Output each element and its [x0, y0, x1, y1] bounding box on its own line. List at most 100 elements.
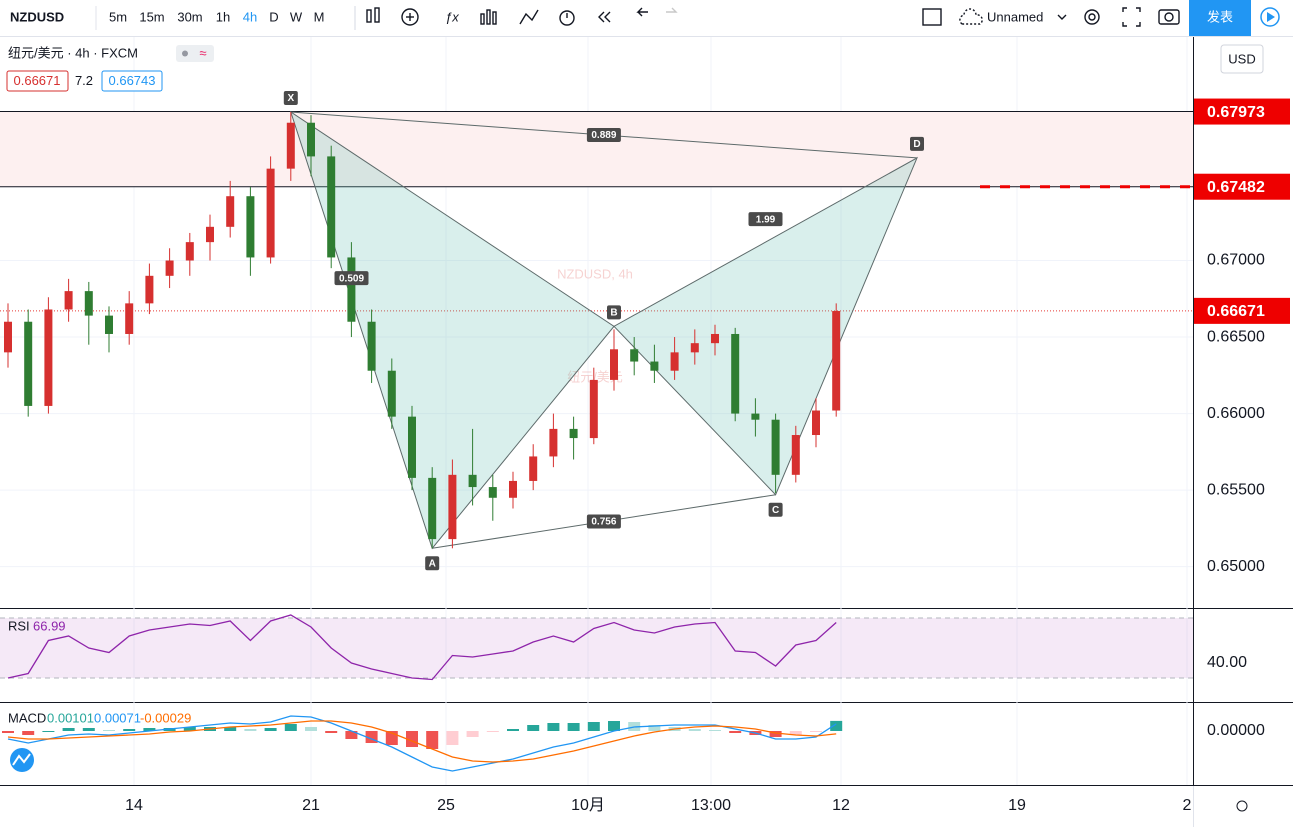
interval[interactable]: W: [290, 9, 303, 24]
price-label-box: [1194, 173, 1290, 200]
time-tick-label: 19: [1008, 797, 1026, 814]
pattern-tag: [586, 127, 621, 142]
fullscreen-icon[interactable]: [922, 8, 942, 26]
rsi-name: RSI: [8, 618, 30, 633]
candle-body: [428, 477, 437, 540]
pattern-tag: [607, 305, 621, 320]
snapshot-icon[interactable]: [1158, 9, 1180, 25]
currency[interactable]: USD: [1228, 51, 1255, 66]
candle-body: [812, 410, 820, 436]
price-label: 0.66671: [1207, 303, 1265, 320]
price-label-box: [1194, 297, 1290, 324]
candle-body: [246, 196, 255, 258]
price-tick-label: 0.66500: [1207, 328, 1265, 345]
layout-name[interactable]: Unnamed: [987, 9, 1043, 24]
fx-icon[interactable]: ƒx: [445, 9, 459, 24]
indicator-icon[interactable]: [401, 8, 419, 26]
legend-icon: ≈: [199, 45, 206, 60]
candle-body: [832, 311, 841, 411]
legend-dot: [182, 50, 188, 57]
pattern-tag: [910, 136, 924, 151]
candle-body: [24, 321, 33, 406]
pattern-tag: [586, 514, 621, 529]
macd-tick-label: 0.00000: [1207, 722, 1265, 739]
macd-hist: [42, 731, 55, 732]
axis-settings-icon[interactable]: [1236, 800, 1248, 812]
replay-icon[interactable]: [1260, 7, 1280, 27]
macd-hist: [507, 729, 519, 731]
candle-body: [488, 487, 497, 498]
macd-hist: [406, 731, 418, 747]
candle-body: [367, 321, 376, 371]
macd-hist: [183, 727, 196, 731]
interval[interactable]: D: [269, 9, 278, 24]
candle-body: [226, 196, 235, 227]
price-label: 0.67973: [1207, 104, 1265, 121]
candle-body: [771, 419, 780, 475]
candle-body: [670, 352, 679, 371]
interval[interactable]: 30m: [177, 9, 202, 24]
candle-body: [4, 321, 12, 353]
macd-hist: [608, 721, 620, 731]
macd-hist: [810, 731, 822, 732]
macd-hist: [709, 730, 721, 731]
toolbar-icons: ƒx: [354, 6, 1180, 30]
macd-hist: [224, 727, 237, 731]
time-tick-label: 21: [302, 797, 320, 814]
replay-icon-arrow: [1267, 12, 1275, 22]
interval-group: 5m 15m 30m 1h 4h D W M: [109, 9, 324, 24]
macd-hist: [486, 731, 499, 732]
candle-body: [165, 260, 174, 276]
candle-body: [569, 428, 578, 439]
pattern-tag: [748, 212, 783, 227]
macd-hist: [244, 729, 257, 731]
time-tick-label: 10月: [571, 797, 605, 814]
candle-body: [64, 291, 73, 310]
interval[interactable]: M: [314, 9, 325, 24]
settings-icon[interactable]: [1084, 9, 1100, 25]
candle-body: [347, 257, 356, 322]
pattern-xab: [289, 110, 615, 550]
interval[interactable]: 4h: [243, 9, 257, 24]
macd-hist: [769, 731, 782, 737]
candle-body: [791, 435, 800, 475]
logo-mark: [12, 753, 31, 766]
rsi-value: 66.99: [33, 618, 66, 633]
legend-toggle[interactable]: [176, 45, 214, 62]
macd-hist: [2, 731, 14, 733]
target-zone: [0, 111, 1193, 187]
pattern-tag-label: 0.889: [591, 130, 616, 141]
symbol[interactable]: NZDUSD: [10, 9, 64, 24]
publish-button[interactable]: [1189, 0, 1251, 36]
macd-hist: [305, 727, 317, 731]
macd-hist: [567, 723, 580, 731]
pattern-tag-label: B: [610, 307, 617, 318]
candle-body: [185, 242, 194, 261]
price-tick-label: 0.65500: [1207, 481, 1265, 498]
candle-body: [266, 168, 275, 258]
interval[interactable]: 1h: [216, 9, 230, 24]
interval[interactable]: 5m: [109, 9, 127, 24]
candle-body: [448, 474, 457, 540]
pattern-tag-label: C: [772, 505, 779, 516]
price-tick-label: 0.67000: [1207, 252, 1265, 269]
price-label: 0.67482: [1207, 179, 1265, 196]
pattern-tag: [283, 91, 298, 106]
candles-icon[interactable]: [366, 9, 372, 23]
spread: 7.2: [75, 73, 93, 88]
pattern-tag-label: 1.99: [756, 214, 776, 225]
macd-hist: [466, 731, 479, 737]
candle-body: [125, 303, 134, 334]
candle-body: [206, 226, 214, 243]
interval[interactable]: 15m: [139, 9, 164, 24]
macd-value: 0.00071: [94, 710, 141, 725]
ask: 0.66743: [109, 73, 156, 88]
publish-label[interactable]: 发表: [1207, 9, 1233, 24]
macd-hist: [587, 722, 600, 731]
candle-body: [307, 122, 315, 157]
candle-body: [650, 361, 659, 371]
currency-box[interactable]: [1220, 44, 1264, 74]
rsi-line: [7, 614, 837, 681]
time-tick-label: 13:00: [691, 797, 731, 814]
